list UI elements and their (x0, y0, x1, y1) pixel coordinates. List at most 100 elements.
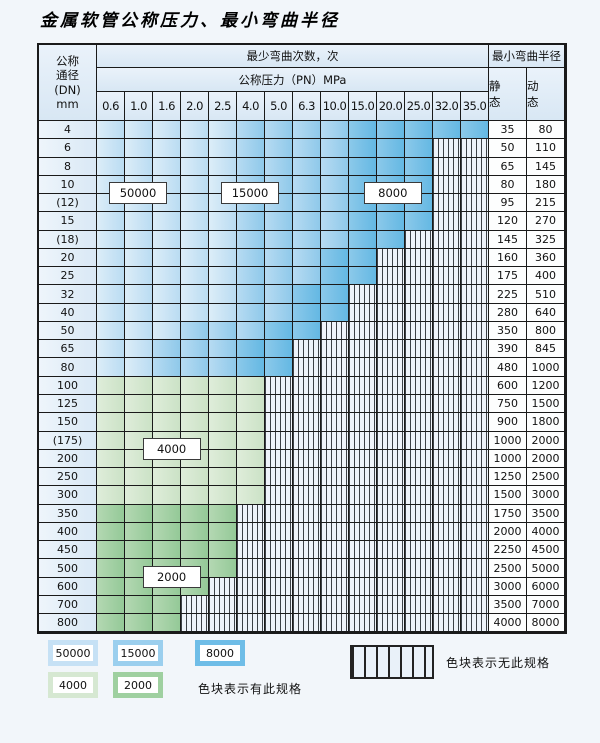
spec-cell-15.0 (349, 376, 377, 395)
spec-cell-6.3 (293, 194, 321, 213)
dynamic-radius-cell: 110 (527, 139, 565, 158)
spec-cell-2.5 (209, 413, 237, 432)
spec-cell-25.0 (405, 595, 433, 615)
dynamic-radius-cell: 360 (527, 248, 565, 268)
dynamic-radius-cell: 4500 (527, 541, 565, 560)
spec-cell-32.0 (433, 559, 461, 578)
spec-cell-25.0 (405, 358, 433, 377)
static-column-header: 静 态 (489, 68, 527, 121)
spec-cell-0.6 (97, 394, 125, 414)
spec-cell-6.3 (293, 577, 321, 596)
spec-cell-35.0 (461, 230, 489, 249)
pressure-col-1.6: 1.6 (153, 92, 181, 121)
dn-cell: (12) (39, 194, 97, 213)
spec-cell-2.5 (209, 285, 237, 304)
spec-cell-20.0 (377, 121, 405, 140)
spec-cell-32.0 (433, 522, 461, 542)
spec-cell-0.6 (97, 267, 125, 286)
legend-swatch-label: 4000 (53, 677, 93, 693)
spec-cell-25.0 (405, 449, 433, 469)
spec-cell-25.0 (405, 230, 433, 249)
spec-cell-25.0 (405, 394, 433, 414)
spec-cell-20.0 (377, 614, 405, 633)
spec-cell-6.3 (293, 559, 321, 578)
spec-cell-1.0 (125, 614, 153, 633)
spec-cell-1.0 (125, 303, 153, 322)
spec-cell-10.0 (321, 486, 349, 505)
spec-cell-4.0 (237, 504, 265, 523)
spec-cell-1.6 (153, 504, 181, 523)
spec-cell-35.0 (461, 157, 489, 176)
spec-cell-5.0 (265, 431, 293, 450)
spec-cell-20.0 (377, 285, 405, 304)
spec-cell-32.0 (433, 486, 461, 505)
spec-cell-4.0 (237, 358, 265, 377)
spec-cell-1.6 (153, 230, 181, 249)
spec-cell-32.0 (433, 394, 461, 414)
spec-cell-10.0 (321, 358, 349, 377)
spec-cell-1.6 (153, 486, 181, 505)
spec-cell-15.0 (349, 285, 377, 304)
spec-cell-2.0 (181, 504, 209, 523)
spec-cell-6.3 (293, 413, 321, 432)
spec-cell-32.0 (433, 577, 461, 596)
spec-cell-6.3 (293, 212, 321, 231)
spec-cell-4.0 (237, 468, 265, 487)
spec-cell-35.0 (461, 449, 489, 469)
spec-cell-4.0 (237, 267, 265, 286)
spec-cell-15.0 (349, 595, 377, 615)
spec-cell-2.5 (209, 248, 237, 268)
pressure-col-2.0: 2.0 (181, 92, 209, 121)
dn-cell: 40 (39, 303, 97, 322)
legend-swatch-label: 15000 (118, 645, 158, 661)
spec-cell-2.0 (181, 376, 209, 395)
spec-cell-1.6 (153, 321, 181, 341)
spec-cell-35.0 (461, 614, 489, 633)
static-radius-cell: 900 (489, 413, 527, 432)
spec-cell-6.3 (293, 175, 321, 195)
spec-cell-2.0 (181, 303, 209, 322)
table-row-dn-300: 300 1500 3000 (39, 486, 565, 505)
spec-cell-35.0 (461, 541, 489, 560)
spec-cell-2.5 (209, 595, 237, 615)
spec-cell-2.5 (209, 139, 237, 158)
static-radius-cell: 1000 (489, 431, 527, 450)
spec-cell-1.0 (125, 413, 153, 432)
static-radius-cell: 175 (489, 267, 527, 286)
static-radius-cell: 480 (489, 358, 527, 377)
dynamic-radius-cell: 2000 (527, 449, 565, 469)
legend-swatch-label: 8000 (200, 645, 240, 661)
spec-cell-10.0 (321, 614, 349, 633)
spec-cell-4.0 (237, 449, 265, 469)
spec-cell-32.0 (433, 431, 461, 450)
table-row-dn-250: 250 1250 2500 (39, 468, 565, 487)
spec-cell-6.3 (293, 376, 321, 395)
cycle-label-4000: 4000 (142, 438, 201, 461)
spec-cell-0.6 (97, 121, 125, 140)
spec-cell-32.0 (433, 139, 461, 158)
dn-cell: 400 (39, 522, 97, 542)
dn-cell: 350 (39, 504, 97, 523)
spec-cell-20.0 (377, 321, 405, 341)
spec-cell-6.3 (293, 504, 321, 523)
spec-cell-25.0 (405, 212, 433, 231)
spec-cell-10.0 (321, 431, 349, 450)
spec-cell-25.0 (405, 522, 433, 542)
spec-cell-0.6 (97, 340, 125, 359)
spec-cell-2.0 (181, 321, 209, 341)
spec-cell-32.0 (433, 449, 461, 469)
spec-cell-10.0 (321, 194, 349, 213)
spec-cell-35.0 (461, 194, 489, 213)
spec-cell-5.0 (265, 267, 293, 286)
spec-cell-35.0 (461, 139, 489, 158)
dynamic-radius-cell: 6000 (527, 577, 565, 596)
spec-cell-5.0 (265, 577, 293, 596)
spec-cell-2.5 (209, 486, 237, 505)
spec-cell-35.0 (461, 394, 489, 414)
spec-cell-2.0 (181, 139, 209, 158)
spec-cell-15.0 (349, 431, 377, 450)
spec-cell-35.0 (461, 267, 489, 286)
spec-cell-1.0 (125, 157, 153, 176)
cycle-label-50000: 50000 (109, 182, 167, 205)
table-row-dn-400: 400 2000 4000 (39, 522, 565, 542)
